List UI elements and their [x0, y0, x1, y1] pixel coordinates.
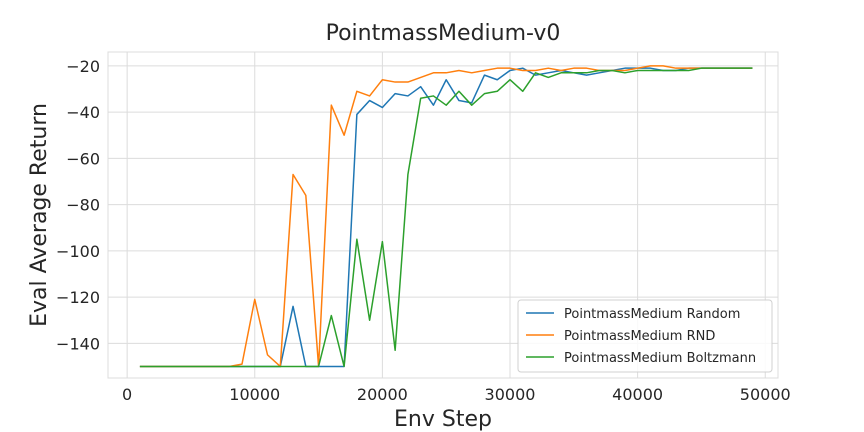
- y-tick-label: −40: [66, 103, 100, 122]
- legend-label-pointmassmedium-boltzmann: PointmassMedium Boltzmann: [564, 351, 756, 366]
- tick-labels: 0 10000 20000 30000 40000 50000 −140 −120 −100 −8…: [56, 57, 791, 404]
- x-tick-label: 20000: [357, 385, 408, 404]
- y-axis-label: Eval Average Return: [27, 103, 52, 327]
- x-axis-label: Env Step: [394, 407, 492, 432]
- x-tick-label: 10000: [229, 385, 280, 404]
- legend: PointmassMedium Random PointmassMedium RN…: [517, 299, 773, 373]
- legend-box: [517, 299, 773, 373]
- series-lines: [139, 65, 753, 368]
- y-tick-label: −120: [56, 288, 100, 307]
- series-line-pointmassmedium-boltzmann: [139, 67, 753, 368]
- y-tick-label: −100: [56, 242, 100, 261]
- x-tick-label: 40000: [612, 385, 663, 404]
- chart-title: PointmassMedium-v0: [326, 21, 561, 46]
- x-tick-label: 0: [122, 385, 132, 404]
- x-tick-label: 30000: [485, 385, 536, 404]
- plot-frame: [107, 51, 779, 379]
- series-line-pointmassmedium-rnd: [139, 65, 753, 368]
- y-tick-label: −140: [56, 334, 100, 353]
- x-tick-label: 50000: [740, 385, 791, 404]
- y-tick-label: −80: [66, 196, 100, 215]
- legend-label-pointmassmedium-rnd: PointmassMedium RND: [564, 329, 715, 344]
- legend-label-pointmassmedium-random: PointmassMedium Random: [564, 307, 740, 322]
- y-tick-label: −60: [66, 149, 100, 168]
- y-tick-label: −20: [66, 57, 100, 76]
